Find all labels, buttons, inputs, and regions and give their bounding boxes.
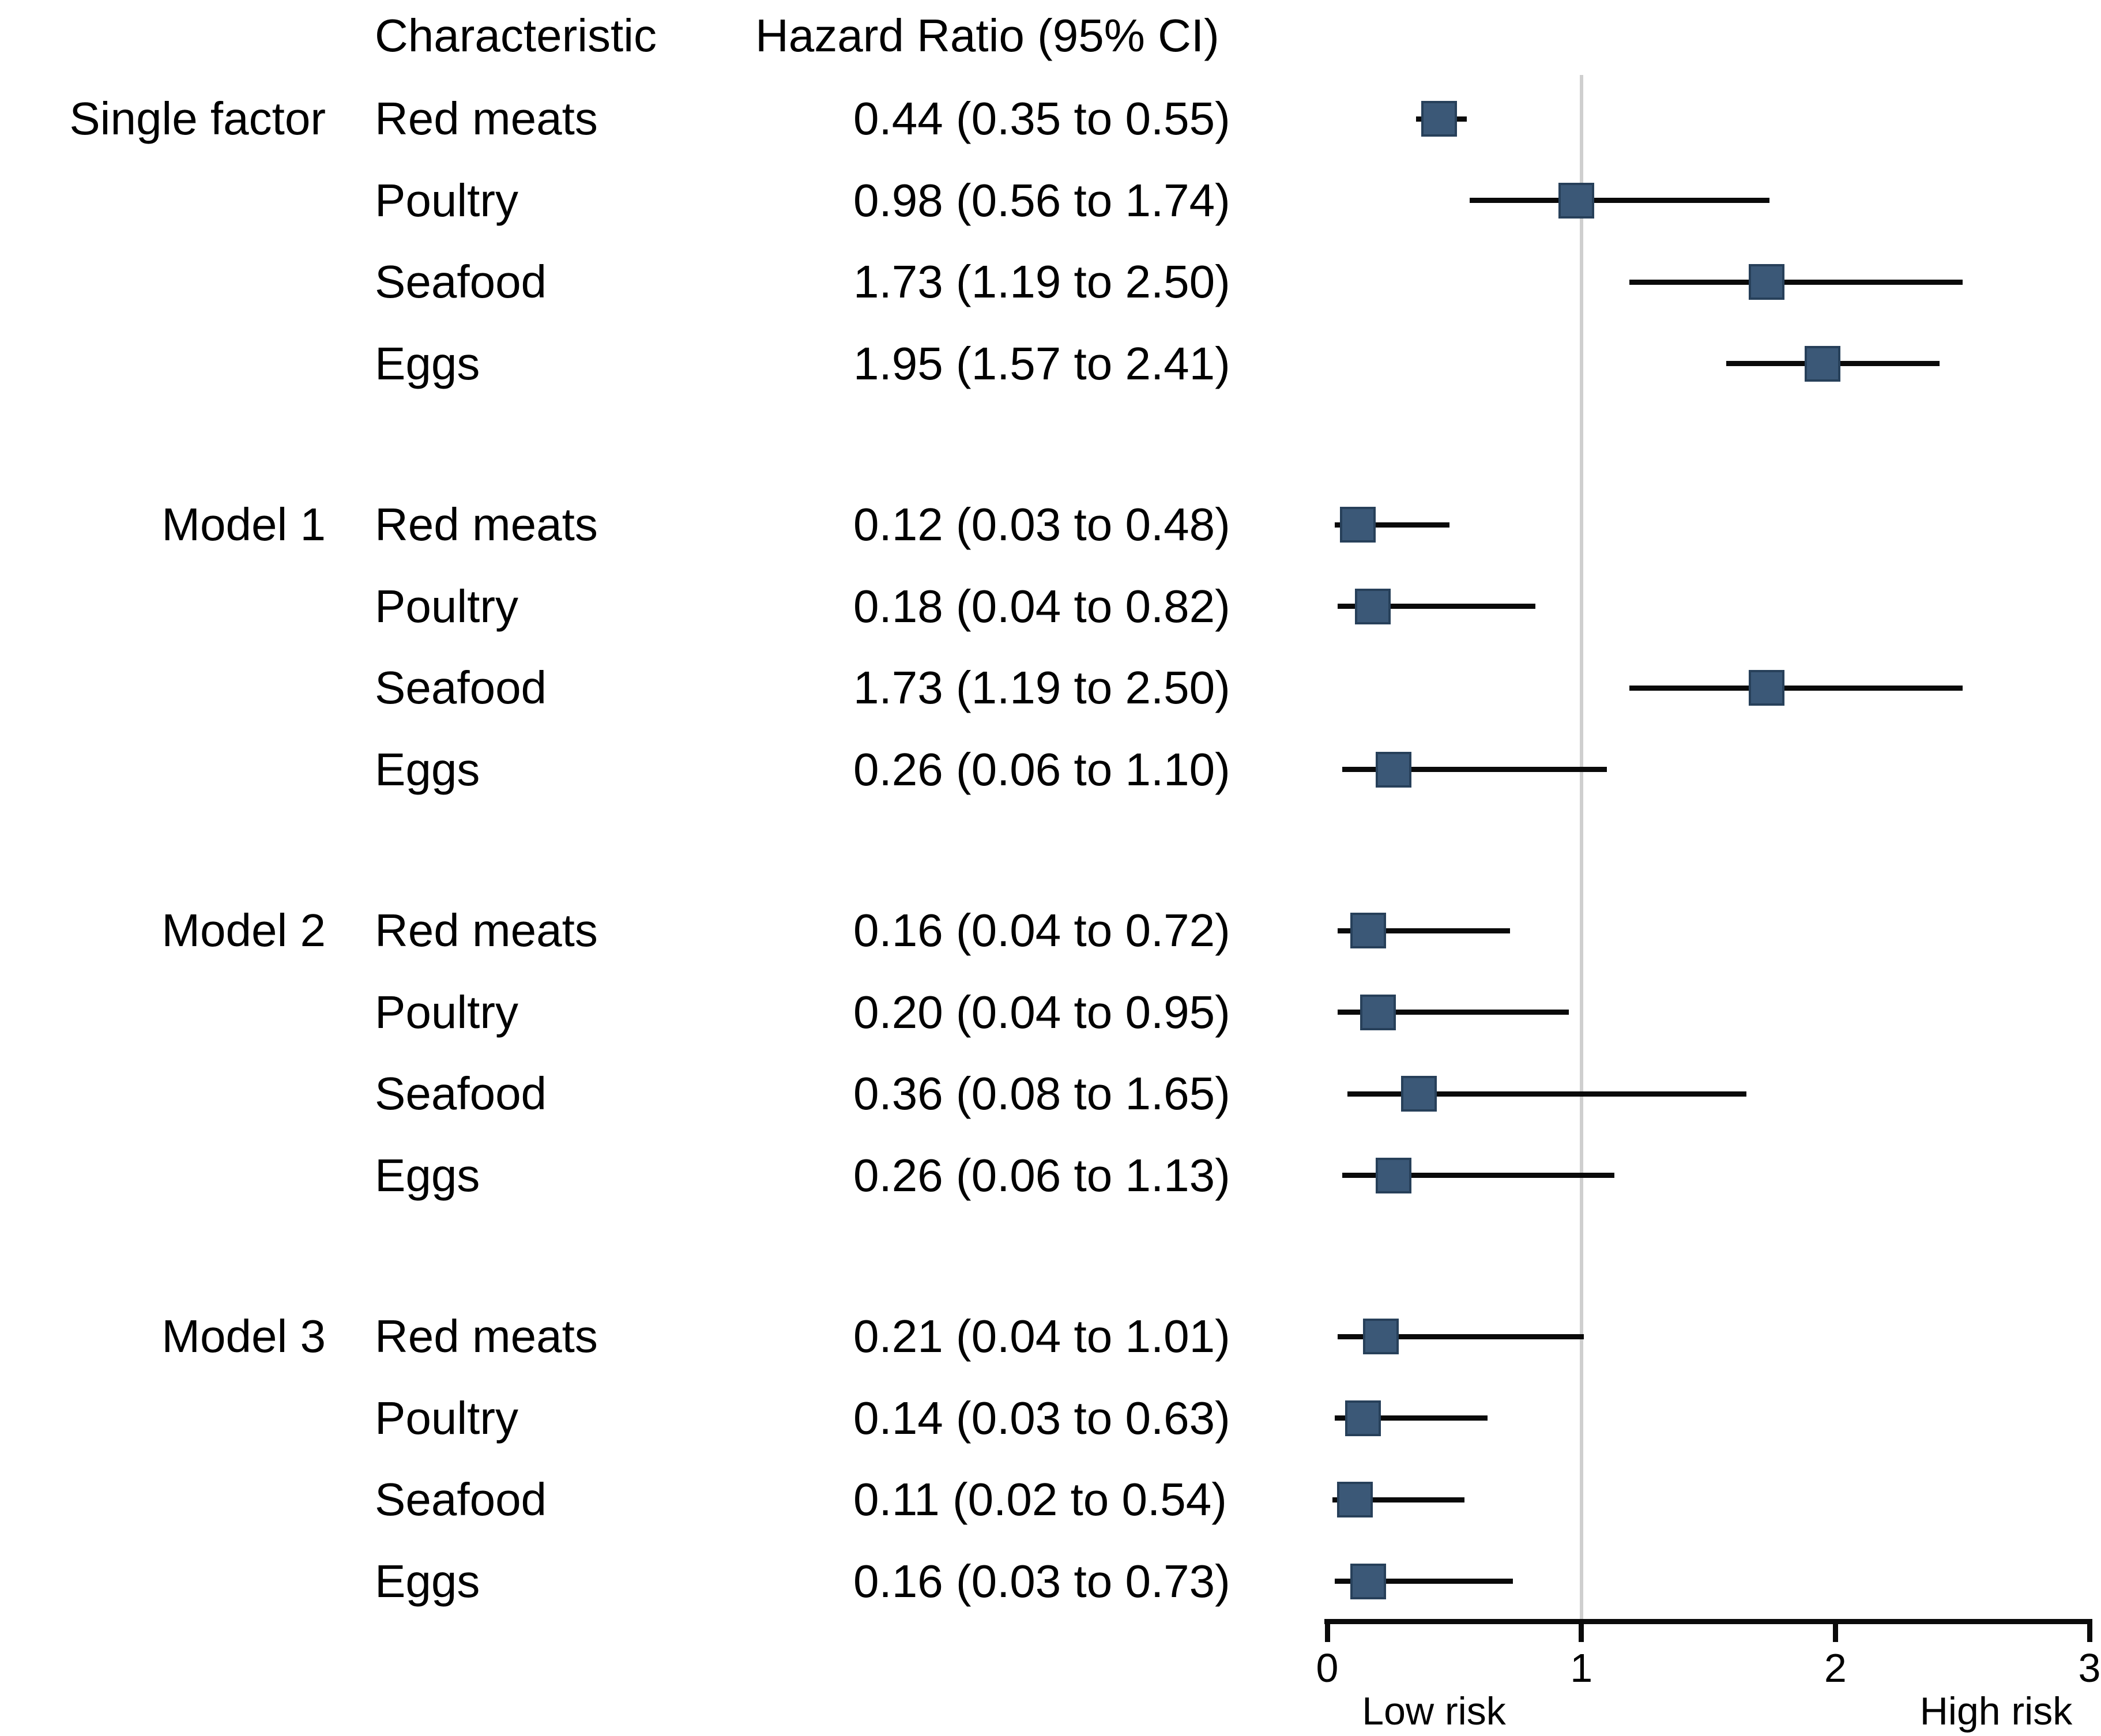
row-hr-value: 1.73 (1.19 to 2.50) bbox=[853, 662, 1230, 713]
row-hr-value: 1.95 (1.57 to 2.41) bbox=[853, 337, 1230, 389]
row-characteristic-label: Eggs bbox=[375, 1555, 480, 1607]
group-label: Model 2 bbox=[161, 905, 326, 956]
hr-marker bbox=[1337, 1482, 1373, 1517]
ci-line bbox=[1342, 767, 1607, 772]
group-label: Single factor bbox=[69, 93, 326, 144]
column-header-hazard-ratio: Hazard Ratio (95% CI) bbox=[755, 10, 1219, 61]
row-hr-value: 0.20 (0.04 to 0.95) bbox=[853, 986, 1230, 1038]
ci-line bbox=[1469, 198, 1769, 203]
ci-line bbox=[1335, 1415, 1488, 1421]
ci-line bbox=[1337, 1334, 1584, 1339]
row-hr-value: 0.14 (0.03 to 0.63) bbox=[853, 1392, 1230, 1444]
row-hr-value: 0.26 (0.06 to 1.13) bbox=[853, 1149, 1230, 1201]
x-axis-tick bbox=[2087, 1621, 2092, 1642]
row-hr-value: 0.16 (0.03 to 0.73) bbox=[853, 1555, 1230, 1607]
row-hr-value: 0.44 (0.35 to 0.55) bbox=[853, 93, 1230, 144]
hr-marker bbox=[1375, 751, 1411, 788]
group-label: Model 1 bbox=[161, 499, 326, 550]
x-axis-line bbox=[1324, 1618, 2092, 1624]
reference-line-hr1 bbox=[1579, 75, 1583, 1621]
x-axis-tick-label: 2 bbox=[1824, 1645, 1847, 1690]
row-characteristic-label: Seafood bbox=[375, 1474, 547, 1525]
ci-line bbox=[1347, 1091, 1747, 1097]
ci-line bbox=[1342, 1173, 1614, 1178]
row-characteristic-label: Red meats bbox=[375, 1311, 598, 1362]
row-characteristic-label: Eggs bbox=[375, 337, 480, 389]
row-characteristic-label: Red meats bbox=[375, 905, 598, 956]
row-hr-value: 0.21 (0.04 to 1.01) bbox=[853, 1311, 1230, 1362]
row-hr-value: 0.98 (0.56 to 1.74) bbox=[853, 174, 1230, 226]
hr-marker bbox=[1375, 1157, 1411, 1193]
row-characteristic-label: Seafood bbox=[375, 256, 547, 307]
row-characteristic-label: Poultry bbox=[375, 986, 518, 1038]
column-header-characteristic: Characteristic bbox=[375, 10, 657, 61]
row-characteristic-label: Red meats bbox=[375, 499, 598, 550]
row-characteristic-label: Seafood bbox=[375, 1068, 547, 1119]
hr-marker bbox=[1805, 345, 1841, 382]
hr-marker bbox=[1400, 1076, 1437, 1112]
hr-marker bbox=[1749, 264, 1785, 300]
ci-line bbox=[1629, 685, 1963, 691]
hr-marker bbox=[1360, 994, 1396, 1030]
hr-marker bbox=[1339, 507, 1376, 543]
row-characteristic-label: Red meats bbox=[375, 93, 598, 144]
row-hr-value: 0.18 (0.04 to 0.82) bbox=[853, 580, 1230, 632]
row-hr-value: 0.11 (0.02 to 0.54) bbox=[853, 1474, 1227, 1525]
hr-marker bbox=[1345, 1400, 1381, 1436]
ci-line bbox=[1629, 279, 1963, 285]
row-characteristic-label: Eggs bbox=[375, 743, 480, 795]
hr-marker bbox=[1362, 1319, 1399, 1354]
high-risk-label: High risk bbox=[1919, 1689, 2073, 1733]
ci-line bbox=[1337, 1010, 1569, 1015]
row-characteristic-label: Poultry bbox=[375, 174, 518, 226]
x-axis-tick-label: 3 bbox=[2078, 1645, 2101, 1690]
row-hr-value: 0.12 (0.03 to 0.48) bbox=[853, 499, 1230, 550]
ci-line bbox=[1337, 604, 1536, 609]
ci-line bbox=[1337, 928, 1511, 933]
row-hr-value: 1.73 (1.19 to 2.50) bbox=[853, 256, 1230, 307]
hr-marker bbox=[1421, 101, 1457, 137]
x-axis-tick-label: 1 bbox=[1570, 1645, 1593, 1690]
hr-marker bbox=[1749, 670, 1785, 706]
group-label: Model 3 bbox=[161, 1311, 326, 1362]
row-characteristic-label: Seafood bbox=[375, 662, 547, 713]
x-axis-tick bbox=[1832, 1621, 1838, 1642]
hr-marker bbox=[1355, 588, 1391, 624]
x-axis-tick-label: 0 bbox=[1316, 1645, 1339, 1690]
ci-line bbox=[1332, 1497, 1464, 1502]
row-characteristic-label: Eggs bbox=[375, 1149, 480, 1201]
hr-marker bbox=[1350, 913, 1386, 948]
hr-marker bbox=[1558, 182, 1594, 219]
ci-line bbox=[1335, 1579, 1513, 1584]
hr-marker bbox=[1350, 1563, 1386, 1599]
row-hr-value: 0.26 (0.06 to 1.10) bbox=[853, 743, 1230, 795]
row-characteristic-label: Poultry bbox=[375, 1392, 518, 1444]
x-axis-tick bbox=[1324, 1621, 1330, 1642]
low-risk-label: Low risk bbox=[1362, 1689, 1506, 1733]
row-hr-value: 0.36 (0.08 to 1.65) bbox=[853, 1068, 1230, 1119]
ci-line bbox=[1335, 522, 1449, 528]
row-hr-value: 0.16 (0.04 to 0.72) bbox=[853, 905, 1230, 956]
x-axis-tick bbox=[1579, 1621, 1584, 1642]
row-characteristic-label: Poultry bbox=[375, 580, 518, 632]
